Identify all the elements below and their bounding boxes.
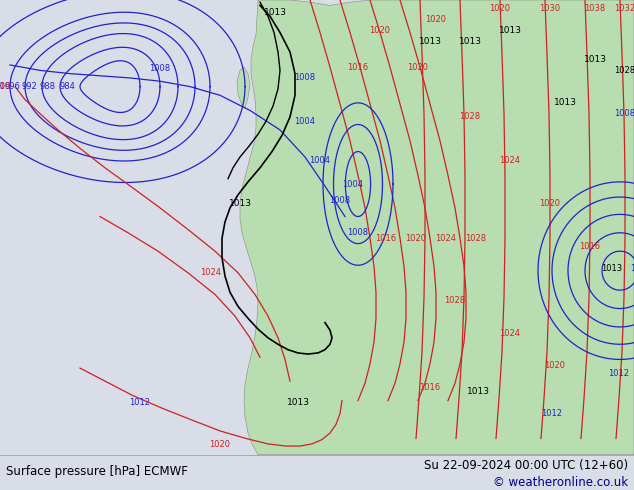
Text: 1024: 1024 [500,156,521,165]
Text: 988: 988 [39,82,55,91]
Text: 1020: 1020 [209,440,231,448]
Text: 1020: 1020 [545,362,566,370]
Text: 1013: 1013 [458,37,481,46]
Polygon shape [240,0,634,455]
Text: 1013: 1013 [583,55,607,64]
Text: 1008: 1008 [330,196,351,205]
Text: 1008: 1008 [630,264,634,273]
Text: 1020: 1020 [425,15,446,24]
Text: 1012: 1012 [609,369,630,378]
Text: 996: 996 [4,82,20,91]
Text: 1012: 1012 [129,398,150,407]
Text: 1013: 1013 [467,388,489,396]
Text: 1013: 1013 [553,98,576,107]
Text: 1016: 1016 [375,234,396,243]
Text: 1013: 1013 [498,26,522,35]
Text: 1020: 1020 [489,4,510,13]
Text: 1030: 1030 [540,4,560,13]
Text: 1013: 1013 [287,398,309,407]
Text: 1013: 1013 [602,264,623,273]
Text: 1020: 1020 [540,199,560,208]
Text: 1020: 1020 [370,26,391,35]
Text: 1008: 1008 [294,74,316,82]
Text: 1016: 1016 [420,383,441,392]
Text: 1013: 1013 [228,199,252,208]
Polygon shape [237,67,250,108]
Text: 1004: 1004 [295,117,316,126]
Text: 1028: 1028 [465,234,486,243]
Text: 1000: 1000 [0,82,5,91]
Text: 1008: 1008 [150,64,171,73]
Text: 1028: 1028 [614,66,634,75]
Text: 992: 992 [22,82,37,91]
Text: 1020: 1020 [408,63,429,72]
Text: 1004: 1004 [342,179,363,189]
Text: Surface pressure [hPa] ECMWF: Surface pressure [hPa] ECMWF [6,465,188,478]
Text: 984: 984 [59,82,75,91]
Text: 1004: 1004 [309,156,330,165]
Text: 1028: 1028 [460,112,481,122]
Text: 1024: 1024 [500,329,521,338]
Text: Su 22-09-2024 00:00 UTC (12+60): Su 22-09-2024 00:00 UTC (12+60) [424,459,628,472]
Text: 1038: 1038 [585,4,605,13]
Text: 1008: 1008 [614,109,634,118]
Text: 1016: 1016 [0,82,10,91]
Text: 1016: 1016 [579,243,600,251]
Text: 1013: 1013 [264,8,287,18]
Text: 1012: 1012 [541,409,562,418]
Text: 1013: 1013 [418,37,441,46]
Text: 1008: 1008 [347,228,368,237]
Text: © weatheronline.co.uk: © weatheronline.co.uk [493,476,628,490]
Text: 1024: 1024 [435,234,456,243]
Text: 1024: 1024 [200,269,221,277]
Text: 1032: 1032 [614,4,634,13]
Text: 1028: 1028 [444,296,465,305]
Text: 1020: 1020 [405,234,426,243]
Text: 1016: 1016 [347,63,368,72]
